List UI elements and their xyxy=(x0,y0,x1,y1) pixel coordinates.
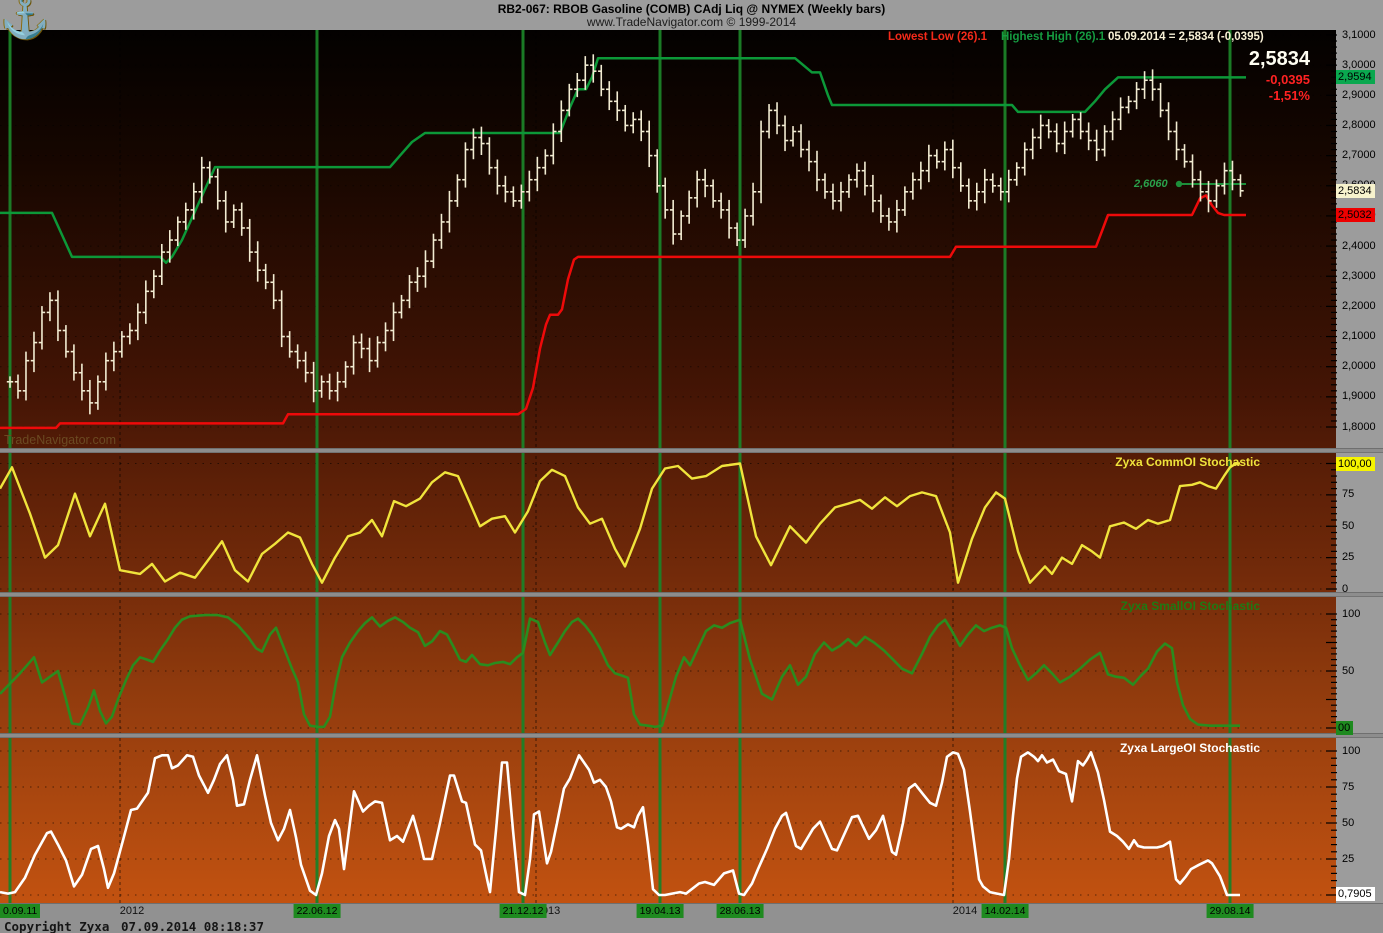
price-axis-label: 2,1000 xyxy=(1342,330,1376,343)
chart-background xyxy=(0,30,1336,903)
anchor-logo-icon: ⚓ xyxy=(0,0,50,40)
quote-change-percent: -1,51% xyxy=(1268,88,1310,103)
date-tag: 19.04.13 xyxy=(636,904,684,918)
stochastic-3-axis-label: 100 xyxy=(1342,744,1361,757)
level-2606-label: 2,6060 xyxy=(1134,178,1168,190)
quote-change: -0,0395 xyxy=(1265,72,1310,87)
legend-highest-high[interactable]: Highest High (26).1 xyxy=(1001,31,1106,43)
date-axis-strip xyxy=(0,903,1383,933)
stochastic-3-axis-label: 50 xyxy=(1342,816,1355,829)
chart-title: RB2-067: RBOB Gasoline (COMB) CAdj Liq @… xyxy=(497,2,886,16)
price-tag: 2,5834 xyxy=(1336,183,1375,198)
title-bar: RB2-067: RBOB Gasoline (COMB) CAdj Liq @… xyxy=(0,0,1383,30)
panel-title-smalloi: Zyxa SmallOI Stochastic xyxy=(1120,599,1260,613)
stochastic-3-axis-label: 25 xyxy=(1342,852,1355,865)
stochastic-1-axis-label: 75 xyxy=(1342,488,1355,501)
footer-copyright: Copyright Zyxa xyxy=(4,919,110,933)
stochastic-3-axis-label: 75 xyxy=(1342,780,1355,793)
price-axis-label: 2,8000 xyxy=(1342,118,1376,131)
panel-divider-3[interactable] xyxy=(0,733,1383,738)
date-tag: 28.06.13 xyxy=(716,904,764,918)
price-axis-label: 2,2000 xyxy=(1342,299,1376,312)
date-tag: 29.08.14 xyxy=(1206,904,1254,918)
stochastic-1-axis-label: 0 xyxy=(1342,582,1349,595)
stochastic-1-axis-label: 25 xyxy=(1342,551,1355,564)
price-axis-label: 2,7000 xyxy=(1342,149,1376,162)
stochastic-2-value-tag: 00 xyxy=(1336,721,1354,735)
stochastic-1-value-tag: 100,00 xyxy=(1336,456,1375,471)
chart-subtitle: www.TradeNavigator.com © 1999-2014 xyxy=(586,15,797,29)
price-axis-label: 3,1000 xyxy=(1342,28,1376,41)
panel-title-commoi: Zyxa CommOI Stochastic xyxy=(1115,455,1260,469)
price-tag: 2,9594 xyxy=(1336,70,1375,85)
panel-divider-1[interactable] xyxy=(0,448,1383,453)
quote-last-price: 2,5834 xyxy=(1248,48,1310,70)
price-axis-label: 2,4000 xyxy=(1342,239,1376,252)
stochastic-3-value-tag: 0,7905 xyxy=(1336,886,1375,901)
panel-title-largeoi: Zyxa LargeOI Stochastic xyxy=(1119,741,1260,755)
legend-lowest-low[interactable]: Lowest Low (26).1 xyxy=(888,31,988,43)
price-axis-label: 2,3000 xyxy=(1342,269,1376,282)
price-axis-label: 1,9000 xyxy=(1342,390,1376,403)
panel-divider-2[interactable] xyxy=(0,592,1383,597)
price-tag: 2,5032 xyxy=(1336,207,1375,222)
price-axis-label: 3,0000 xyxy=(1342,58,1376,71)
year-label: 2014 xyxy=(952,905,978,917)
legend-current-value: 05.09.2014 = 2,5834 (-0,0395) xyxy=(1108,31,1264,43)
date-tag: 14.02.14 xyxy=(981,904,1029,918)
stochastic-1-axis-label: 50 xyxy=(1342,519,1355,532)
date-tag: 22.06.12 xyxy=(293,904,341,918)
footer-timestamp: 07.09.2014 08:18:37 xyxy=(121,919,264,933)
stochastic-2-axis-label: 100 xyxy=(1342,607,1361,620)
price-axis-label: 1,8000 xyxy=(1342,420,1376,433)
stochastic-2-axis-label: 50 xyxy=(1342,664,1355,677)
date-tag: 21.12.12 xyxy=(499,904,547,918)
price-axis-label: 2,0000 xyxy=(1342,360,1376,373)
price-axis-label: 2,9000 xyxy=(1342,88,1376,101)
tradenavigator-watermark: TradeNavigator.com xyxy=(4,433,117,447)
date-tag: 0.09.11 xyxy=(0,904,41,918)
year-label: 2012 xyxy=(119,905,145,917)
